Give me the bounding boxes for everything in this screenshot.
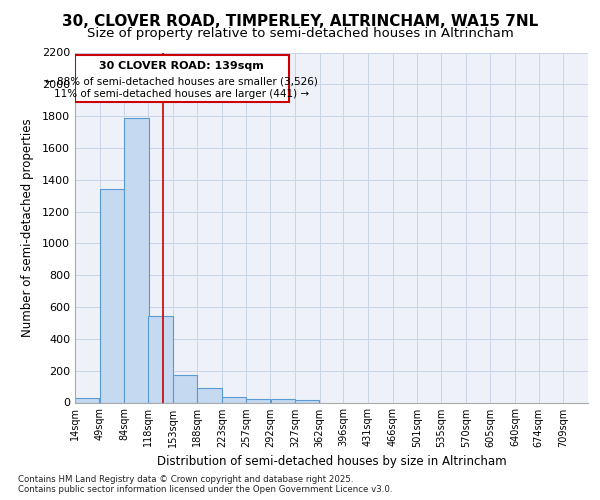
Bar	[173, 374, 197, 402]
Bar	[271, 400, 295, 402]
Bar	[124, 118, 149, 403]
Bar	[75, 398, 100, 402]
X-axis label: Distribution of semi-detached houses by size in Altrincham: Distribution of semi-detached houses by …	[157, 455, 506, 468]
Text: 30, CLOVER ROAD, TIMPERLEY, ALTRINCHAM, WA15 7NL: 30, CLOVER ROAD, TIMPERLEY, ALTRINCHAM, …	[62, 14, 538, 29]
Y-axis label: Number of semi-detached properties: Number of semi-detached properties	[20, 118, 34, 337]
Text: Contains HM Land Registry data © Crown copyright and database right 2025.
Contai: Contains HM Land Registry data © Crown c…	[18, 474, 392, 494]
Text: 11% of semi-detached houses are larger (441) →: 11% of semi-detached houses are larger (…	[54, 88, 310, 99]
Text: 30 CLOVER ROAD: 139sqm: 30 CLOVER ROAD: 139sqm	[100, 60, 264, 70]
Text: ← 88% of semi-detached houses are smaller (3,526): ← 88% of semi-detached houses are smalle…	[46, 76, 318, 86]
Bar	[246, 398, 270, 402]
Text: Size of property relative to semi-detached houses in Altrincham: Size of property relative to semi-detach…	[86, 28, 514, 40]
Bar	[197, 388, 221, 402]
Bar	[100, 190, 124, 402]
Bar	[295, 400, 319, 402]
Bar	[148, 316, 173, 402]
Bar	[222, 397, 246, 402]
Bar	[75, 55, 289, 102]
